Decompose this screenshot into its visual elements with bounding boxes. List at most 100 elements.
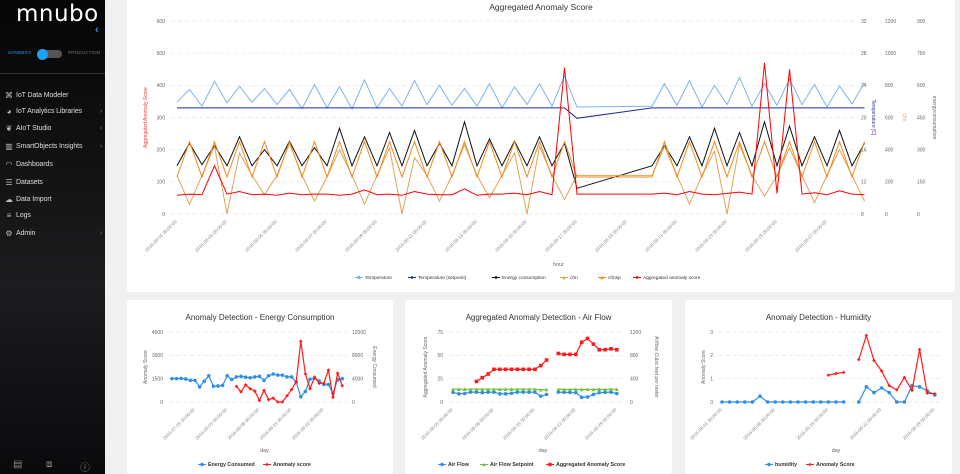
mnubo-logo: mnubo xyxy=(16,1,99,27)
data-point xyxy=(811,400,815,404)
sidebar-item-label: Datasets xyxy=(16,178,43,186)
y-tick-label: 400 xyxy=(630,376,639,382)
data-point xyxy=(188,378,193,383)
data-point xyxy=(451,387,455,391)
legend-marker-icon xyxy=(410,275,414,280)
legend-item[interactable]: Aggregated Anomaly Score xyxy=(546,462,625,468)
data-point xyxy=(819,400,823,404)
document-icon[interactable]: ▤ xyxy=(13,459,23,470)
data-point xyxy=(243,383,248,387)
y-tick-label: 12000 xyxy=(352,330,366,336)
humidity-card: Anomaly Detection - Humidity 0 1 2 3 Anomaly … xyxy=(685,300,952,474)
legend-item[interactable]: Temperature (setpoint) xyxy=(408,275,467,281)
sidebar-item-smartobjects-insights[interactable]: ▥ SmartObjects Insights › xyxy=(0,138,105,154)
data-point xyxy=(902,400,907,404)
y-tick-label: 450 xyxy=(917,115,926,121)
legend-label: humidity xyxy=(775,462,797,468)
data-point xyxy=(556,387,561,391)
series-line-aggregated-anomaly-score xyxy=(176,62,865,196)
data-point xyxy=(609,390,613,394)
legend-item[interactable]: Anomaly Score xyxy=(806,462,855,468)
x-tick-label: 2016-08-08 00:00:00 xyxy=(226,407,260,441)
data-point xyxy=(857,357,861,362)
chevron-left-icon[interactable]: ‹ xyxy=(95,24,99,36)
sidebar-item-admin[interactable]: ⚙ Admin › xyxy=(0,225,105,241)
database-icon: ☰ xyxy=(5,177,13,187)
legend-item[interactable]: Air Flow Setpoint xyxy=(480,462,534,468)
y-tick-label: 25 xyxy=(437,376,443,382)
legend-marker-icon xyxy=(482,462,486,467)
data-point xyxy=(197,385,202,389)
sidebar-item-iot-analytics-libraries[interactable]: ◕ IoT Analytics Libraries › xyxy=(0,103,105,119)
sidebar-item-label: Dashboards xyxy=(16,160,53,168)
legend-item[interactable]: Energy Consumed xyxy=(198,462,255,468)
data-point xyxy=(276,373,280,377)
x-tick-label: 2016-08-01 00:00:00 xyxy=(144,219,178,253)
sidebar-item-datasets[interactable]: ☰ Datasets xyxy=(0,174,105,190)
data-point xyxy=(568,352,572,357)
environment-toggle[interactable] xyxy=(37,48,62,60)
data-point xyxy=(568,387,572,392)
legend-item[interactable]: Aggregated anomaly score xyxy=(633,275,701,281)
data-point xyxy=(308,377,312,382)
legend-item[interactable]: Energy consumption xyxy=(492,275,546,281)
data-point xyxy=(340,383,344,388)
y-tick-label: 0 xyxy=(352,400,355,406)
sidebar-item-dashboards[interactable]: ◠ Dashboards xyxy=(0,156,105,172)
data-point xyxy=(615,391,619,396)
legend-item[interactable]: Anomaly score xyxy=(263,462,311,468)
data-point xyxy=(585,387,590,391)
data-point xyxy=(887,383,891,388)
data-point xyxy=(457,387,461,391)
legend-label: Temperature xyxy=(365,275,392,281)
data-point xyxy=(720,400,724,404)
legend-item[interactable]: cfm xyxy=(560,275,578,281)
data-point xyxy=(326,368,331,372)
sidebar-item-aiot-studio[interactable]: ❦ AIoT Studio › xyxy=(0,120,105,136)
x-tick-label: 2016-08-05 00:00:00 xyxy=(244,219,278,253)
data-point xyxy=(468,387,473,391)
legend-label: Energy consumption xyxy=(502,275,546,281)
data-point xyxy=(533,390,537,394)
sidebar-item-iot-data-modeler[interactable]: ⌘ IoT Data Modeler xyxy=(0,87,105,103)
data-point xyxy=(462,391,467,396)
x-tick-label: 2016-08-22 00:00:00 xyxy=(543,407,577,441)
data-point xyxy=(280,400,285,404)
data-point xyxy=(597,387,602,391)
data-point xyxy=(248,375,252,380)
data-point xyxy=(826,400,831,404)
data-point xyxy=(917,347,922,352)
divider xyxy=(0,73,105,74)
sidebar-item-label: SmartObjects Insights xyxy=(16,142,83,150)
legend-marker-icon xyxy=(265,462,269,467)
data-point xyxy=(509,391,514,396)
legend-item[interactable]: cfmsp xyxy=(598,275,621,281)
sidebar-item-data-import[interactable]: ☁ Data Import xyxy=(0,191,105,207)
data-point xyxy=(609,347,613,351)
data-point xyxy=(574,352,578,357)
data-point xyxy=(895,400,899,404)
y-tick-label: 900 xyxy=(917,19,926,25)
sidebar-item-label: Logs xyxy=(16,211,31,219)
legend-item[interactable]: humidity xyxy=(765,462,797,468)
x-tick-label: 2016-07-25 00:00:00 xyxy=(162,407,196,441)
sidebar-item-logs[interactable]: ≡ Logs xyxy=(0,207,105,223)
production-label: PRODUCTION xyxy=(68,50,101,55)
sidebar-item-label: AIoT Studio xyxy=(16,124,52,132)
series-line-cfmsp xyxy=(176,140,865,179)
data-point xyxy=(299,339,303,344)
series-line-temperature-setpoint- xyxy=(177,107,865,119)
data-point xyxy=(515,367,520,372)
legend-label: cfm xyxy=(570,275,578,281)
legend-item[interactable]: Temperature xyxy=(355,275,392,281)
code-icon[interactable]: ⧈ xyxy=(46,459,53,470)
y-tick-label: 800 xyxy=(885,83,894,89)
info-icon[interactable]: ⓘ xyxy=(80,463,90,474)
legend-label: Aggregated anomaly score xyxy=(643,275,701,281)
x-tick-label: 2016-08-09 00:00:00 xyxy=(344,219,378,253)
series-line-energy-consumed xyxy=(172,373,343,399)
series-line-anomaly-score xyxy=(235,341,343,403)
data-point xyxy=(574,390,578,395)
legend-item[interactable]: Air Flow xyxy=(438,462,470,468)
legend-marker-icon xyxy=(200,462,204,467)
